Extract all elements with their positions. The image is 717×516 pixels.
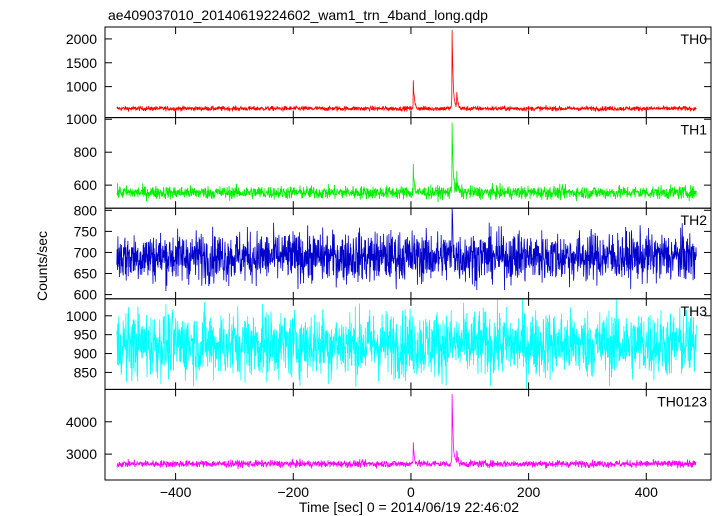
y-tick-label: 800	[74, 144, 98, 160]
y-tick-label: 600	[74, 287, 98, 303]
y-tick-label: 700	[74, 244, 98, 260]
y-tick-label: 600	[74, 177, 98, 193]
y-tick-label: 950	[74, 327, 98, 343]
panel-label: TH0	[681, 31, 708, 47]
y-tick-label: 750	[74, 223, 98, 239]
y-tick-label: 900	[74, 346, 98, 362]
panel-label: TH0123	[657, 393, 707, 409]
y-tick-label: 1000	[66, 111, 97, 127]
panel-frame	[104, 26, 712, 119]
y-tick-label: 850	[74, 364, 98, 380]
x-tick-label: −200	[277, 484, 309, 500]
y-tick-label: 800	[74, 202, 98, 218]
panel-label: TH3	[681, 303, 708, 319]
panel-label: TH2	[681, 212, 708, 228]
panel-th0123: 3000 4000 TH0123	[66, 388, 712, 481]
panel-label: TH1	[681, 122, 708, 138]
x-tick-label: 400	[635, 484, 659, 500]
y-tick-label: 1000	[66, 79, 97, 95]
y-axis-label: Counts/sec	[34, 231, 50, 301]
y-tick-label: 3000	[66, 446, 97, 462]
panel-frame	[104, 388, 712, 481]
figure-title: ae409037010_20140619224602_wam1_trn_4ban…	[108, 7, 488, 23]
x-tick-label: 200	[517, 484, 541, 500]
y-tick-label: 2000	[66, 31, 97, 47]
panel-th3: 850 900 950 1000 TH3	[66, 298, 712, 390]
panel-th2: 600 650 700 750 800 TH2	[74, 202, 712, 303]
x-tick-label: −400	[160, 484, 192, 500]
y-tick-label: 1000	[66, 308, 97, 324]
y-tick-label: 1500	[66, 55, 97, 71]
series-line-th2	[116, 208, 697, 292]
y-tick-label: 4000	[66, 414, 97, 430]
x-axis-label: Time [sec] 0 = 2014/06/19 22:46:02	[299, 499, 519, 515]
series-line-th3	[116, 298, 697, 390]
x-tick-label: 0	[407, 484, 415, 500]
panel-th1: 600 800 1000 TH1	[66, 111, 712, 209]
series-line-th0	[116, 29, 697, 113]
y-tick-label: 650	[74, 266, 98, 282]
series-line-th0123	[116, 394, 697, 470]
series-line-th1	[116, 122, 697, 203]
panel-th0: 1000 1500 2000 TH0	[66, 26, 712, 119]
